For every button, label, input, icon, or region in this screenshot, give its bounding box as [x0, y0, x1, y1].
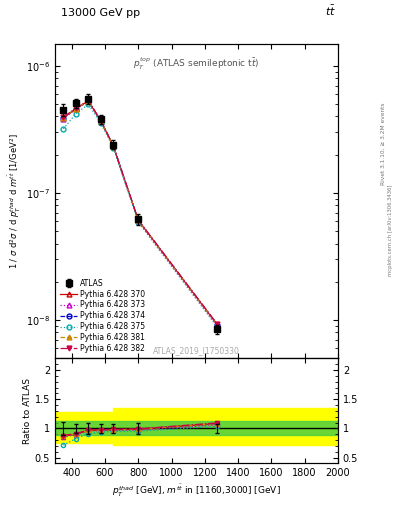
- Text: mcplots.cern.ch [arXiv:1306.3436]: mcplots.cern.ch [arXiv:1306.3436]: [388, 185, 393, 276]
- Pythia 6.428 373: [136, 218, 141, 224]
- Pythia 6.428 373: [86, 98, 91, 104]
- Text: $t\bar{t}$: $t\bar{t}$: [325, 4, 336, 18]
- Pythia 6.428 382: [111, 142, 116, 148]
- Pythia 6.428 374: [61, 115, 66, 121]
- Text: 13000 GeV pp: 13000 GeV pp: [61, 8, 140, 18]
- X-axis label: $p_T^{thad}$ [GeV], $m^{t\bar{t}}$ in [1160,3000] [GeV]: $p_T^{thad}$ [GeV], $m^{t\bar{t}}$ in [1…: [112, 482, 281, 499]
- Pythia 6.428 381: [98, 118, 103, 124]
- Pythia 6.428 374: [136, 217, 141, 223]
- Text: ATLAS_2019_I1750330: ATLAS_2019_I1750330: [153, 346, 240, 355]
- Pythia 6.428 374: [111, 143, 116, 149]
- Pythia 6.428 382: [136, 217, 141, 223]
- Pythia 6.428 373: [215, 323, 220, 329]
- Pythia 6.428 382: [86, 97, 91, 103]
- Pythia 6.428 381: [86, 98, 91, 104]
- Pythia 6.428 381: [73, 105, 78, 112]
- Text: $p_T^{top}$ (ATLAS semileptonic t$\bar{t}$): $p_T^{top}$ (ATLAS semileptonic t$\bar{t…: [133, 56, 260, 72]
- Pythia 6.428 373: [61, 116, 66, 122]
- Pythia 6.428 370: [61, 115, 66, 121]
- Pythia 6.428 370: [215, 322, 220, 328]
- Pythia 6.428 373: [73, 106, 78, 113]
- Text: Rivet 3.1.10, ≥ 3.2M events: Rivet 3.1.10, ≥ 3.2M events: [381, 102, 386, 185]
- Pythia 6.428 370: [73, 105, 78, 112]
- Line: Pythia 6.428 375: Pythia 6.428 375: [61, 102, 220, 330]
- Pythia 6.428 373: [98, 118, 103, 124]
- Pythia 6.428 370: [98, 118, 103, 124]
- Pythia 6.428 370: [111, 143, 116, 149]
- Pythia 6.428 370: [136, 217, 141, 223]
- Pythia 6.428 374: [73, 105, 78, 112]
- Y-axis label: 1 / $\sigma$ d$^2\sigma$ / d $p_T^{thad}$ d $m^{t\bar{t}}$ [1/GeV$^2$]: 1 / $\sigma$ d$^2\sigma$ / d $p_T^{thad}…: [7, 133, 23, 269]
- Pythia 6.428 375: [111, 144, 116, 151]
- Line: Pythia 6.428 382: Pythia 6.428 382: [61, 98, 220, 327]
- Pythia 6.428 381: [111, 143, 116, 149]
- Pythia 6.428 374: [215, 322, 220, 328]
- Line: Pythia 6.428 381: Pythia 6.428 381: [61, 98, 220, 327]
- Pythia 6.428 375: [61, 126, 66, 132]
- Pythia 6.428 381: [61, 115, 66, 121]
- Pythia 6.428 370: [86, 98, 91, 104]
- Pythia 6.428 373: [111, 143, 116, 150]
- Pythia 6.428 382: [98, 117, 103, 123]
- Pythia 6.428 375: [73, 111, 78, 117]
- Pythia 6.428 381: [215, 322, 220, 328]
- Legend: ATLAS, Pythia 6.428 370, Pythia 6.428 373, Pythia 6.428 374, Pythia 6.428 375, P: ATLAS, Pythia 6.428 370, Pythia 6.428 37…: [59, 277, 147, 355]
- Line: Pythia 6.428 374: Pythia 6.428 374: [61, 98, 220, 327]
- Pythia 6.428 375: [215, 324, 220, 330]
- Pythia 6.428 381: [136, 217, 141, 223]
- Pythia 6.428 375: [86, 101, 91, 107]
- Pythia 6.428 375: [136, 219, 141, 225]
- Pythia 6.428 382: [73, 105, 78, 111]
- Y-axis label: Ratio to ATLAS: Ratio to ATLAS: [23, 378, 32, 444]
- Pythia 6.428 382: [61, 114, 66, 120]
- Line: Pythia 6.428 370: Pythia 6.428 370: [61, 98, 220, 327]
- Line: Pythia 6.428 373: Pythia 6.428 373: [61, 99, 220, 328]
- Pythia 6.428 374: [86, 98, 91, 104]
- Pythia 6.428 382: [215, 321, 220, 327]
- Pythia 6.428 375: [98, 120, 103, 126]
- Pythia 6.428 374: [98, 118, 103, 124]
